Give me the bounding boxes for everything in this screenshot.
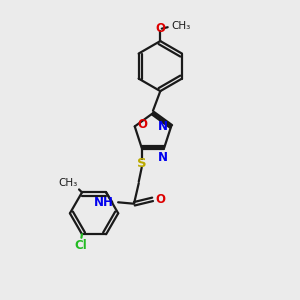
Text: CH₃: CH₃ — [172, 21, 191, 31]
Text: N: N — [158, 152, 168, 164]
Text: O: O — [155, 193, 165, 206]
Text: NH: NH — [94, 196, 114, 209]
Text: O: O — [138, 118, 148, 131]
Text: Cl: Cl — [74, 238, 87, 252]
Text: CH₃: CH₃ — [58, 178, 78, 188]
Text: S: S — [137, 157, 146, 169]
Text: N: N — [158, 120, 168, 133]
Text: O: O — [155, 22, 165, 35]
